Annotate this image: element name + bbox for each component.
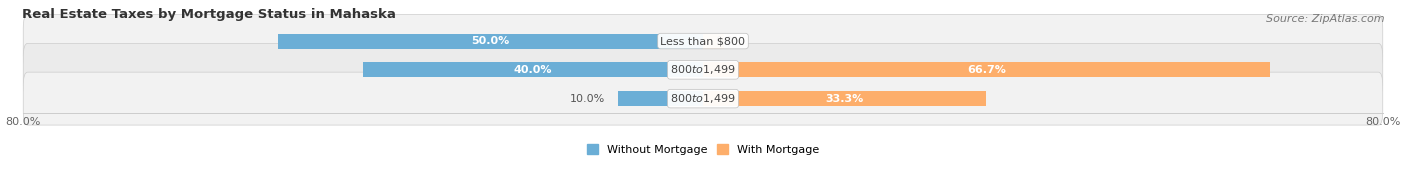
Legend: Without Mortgage, With Mortgage: Without Mortgage, With Mortgage bbox=[588, 144, 818, 155]
Text: $800 to $1,499: $800 to $1,499 bbox=[671, 92, 735, 105]
Bar bbox=[703, 91, 986, 106]
Bar bbox=[278, 34, 703, 49]
Text: Source: ZipAtlas.com: Source: ZipAtlas.com bbox=[1267, 14, 1385, 24]
Text: 40.0%: 40.0% bbox=[513, 65, 553, 75]
Text: 33.3%: 33.3% bbox=[825, 94, 863, 104]
Text: 10.0%: 10.0% bbox=[569, 94, 606, 104]
Text: Real Estate Taxes by Mortgage Status in Mahaska: Real Estate Taxes by Mortgage Status in … bbox=[22, 8, 395, 21]
Bar bbox=[703, 62, 1270, 77]
Bar bbox=[363, 62, 703, 77]
Text: $800 to $1,499: $800 to $1,499 bbox=[671, 63, 735, 76]
FancyBboxPatch shape bbox=[24, 43, 1382, 96]
Text: Less than $800: Less than $800 bbox=[661, 36, 745, 46]
FancyBboxPatch shape bbox=[24, 15, 1382, 68]
Bar bbox=[703, 34, 724, 49]
Text: 50.0%: 50.0% bbox=[471, 36, 510, 46]
Text: 66.7%: 66.7% bbox=[967, 65, 1005, 75]
Bar bbox=[619, 91, 703, 106]
FancyBboxPatch shape bbox=[24, 72, 1382, 125]
Text: 0.0%: 0.0% bbox=[716, 36, 744, 46]
